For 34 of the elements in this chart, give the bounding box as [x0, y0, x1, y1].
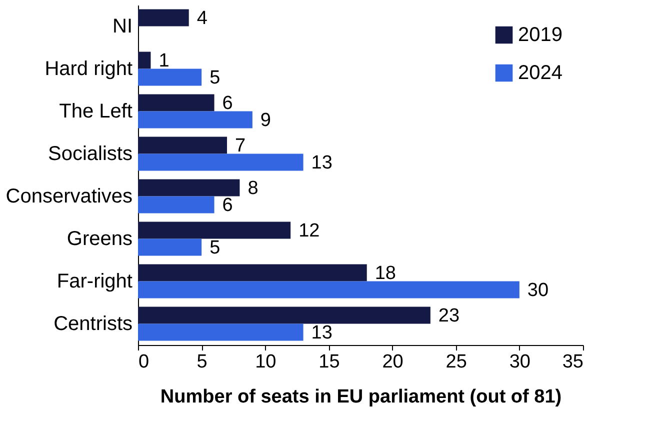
legend-label: 2024: [518, 62, 562, 84]
data-label: 12: [298, 220, 320, 242]
y-tick-label: Conservatives: [6, 185, 132, 208]
data-label: 6: [222, 194, 233, 216]
x-tick-label: 5: [196, 352, 208, 372]
data-label: 9: [260, 110, 272, 131]
data-label: 30: [527, 280, 549, 301]
x-tick-label: 35: [562, 352, 584, 372]
y-tick-label: The Left: [59, 100, 133, 122]
y-tick-label: Socialists: [48, 142, 132, 165]
x-tick-label: 30: [509, 352, 530, 372]
data-label: 6: [222, 92, 233, 114]
data-label: 13: [311, 322, 332, 344]
data-label: 7: [235, 135, 246, 156]
x-tick-label: 0: [138, 352, 150, 372]
data-label: 13: [311, 152, 332, 174]
data-label: 23: [438, 305, 460, 326]
x-axis-title: Number of seats in EU parliament (out of 81): [160, 386, 562, 408]
y-tick-label: Hard right: [44, 58, 133, 80]
y-tick-label: Greens: [66, 228, 132, 250]
y-tick-label: Far-right: [56, 270, 133, 292]
y-tick-label: Centrists: [54, 312, 132, 335]
data-label: 4: [196, 8, 208, 29]
x-tick-label: 15: [318, 352, 340, 372]
data-label: 5: [210, 67, 220, 88]
data-label: 8: [248, 178, 258, 199]
data-label: 18: [374, 262, 396, 284]
y-tick-label: NI: [112, 15, 132, 38]
x-tick-label: 10: [255, 352, 276, 372]
data-label: 5: [210, 237, 220, 258]
x-tick-label: 25: [446, 352, 467, 372]
data-label: 1: [158, 50, 170, 72]
legend-label: 2019: [518, 24, 562, 46]
x-tick-label: 20: [382, 352, 404, 372]
